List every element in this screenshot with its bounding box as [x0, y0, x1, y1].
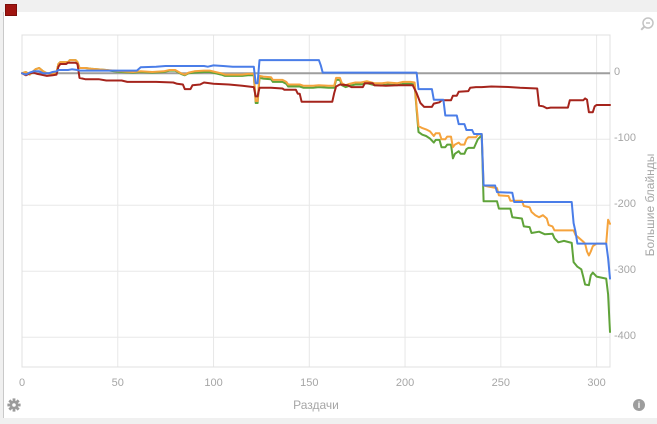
y-tick-label: -400 — [614, 330, 637, 343]
x-tick-label: 150 — [300, 377, 319, 389]
x-tick-label: 50 — [111, 377, 124, 389]
gear-icon[interactable] — [5, 396, 23, 414]
x-axis-title: Раздачи — [293, 398, 339, 412]
red-line — [21, 61, 611, 114]
blue-line — [21, 59, 611, 280]
y-axis-title: Большие блайнды — [643, 153, 657, 257]
red-square-marker — [5, 4, 17, 16]
info-icon[interactable]: i — [633, 399, 645, 411]
zoom-out-icon[interactable] — [638, 15, 656, 33]
y-tick-label: -300 — [614, 264, 637, 277]
x-tick-label: 250 — [491, 377, 510, 389]
x-tick-label: 0 — [18, 377, 26, 389]
y-tick-label: 0 — [614, 66, 621, 79]
x-tick-label: 100 — [204, 377, 223, 389]
orange-line — [21, 59, 611, 257]
x-tick-label: 200 — [395, 377, 415, 389]
x-tick-label: 300 — [587, 377, 606, 389]
y-tick-label: -200 — [614, 198, 637, 211]
y-tick-label: -100 — [614, 132, 637, 145]
